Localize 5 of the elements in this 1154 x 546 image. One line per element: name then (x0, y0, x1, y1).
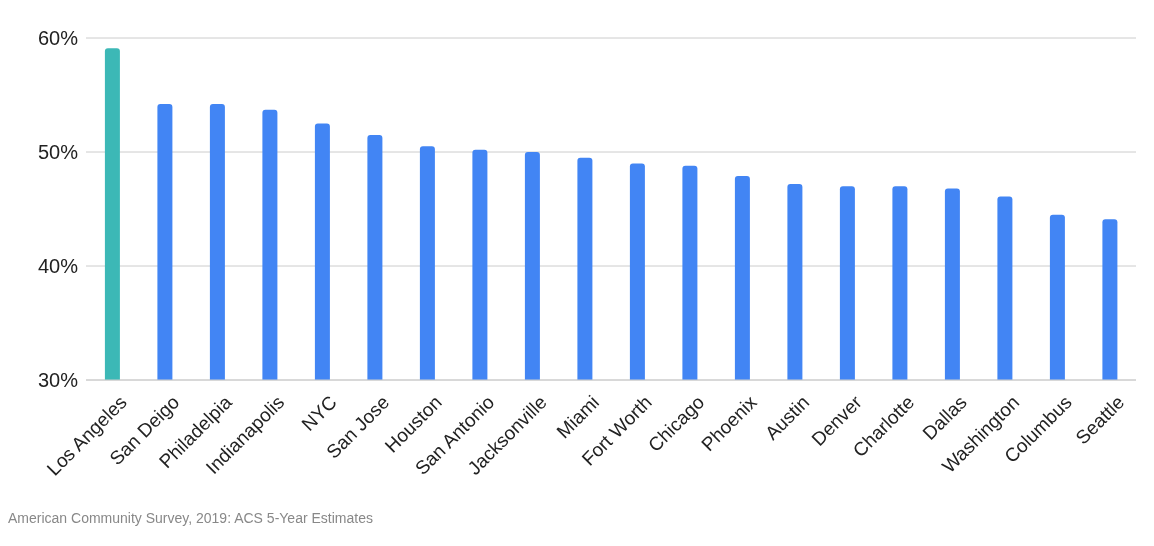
y-tick-label: 30% (37, 369, 79, 392)
text: American Community Survey, 2019: ACS 5-Year Estimates (8, 510, 374, 526)
y-tick-label: 40% (37, 255, 79, 278)
y-tick-label: 60% (37, 27, 79, 50)
y-tick-label: 50% (37, 141, 79, 164)
